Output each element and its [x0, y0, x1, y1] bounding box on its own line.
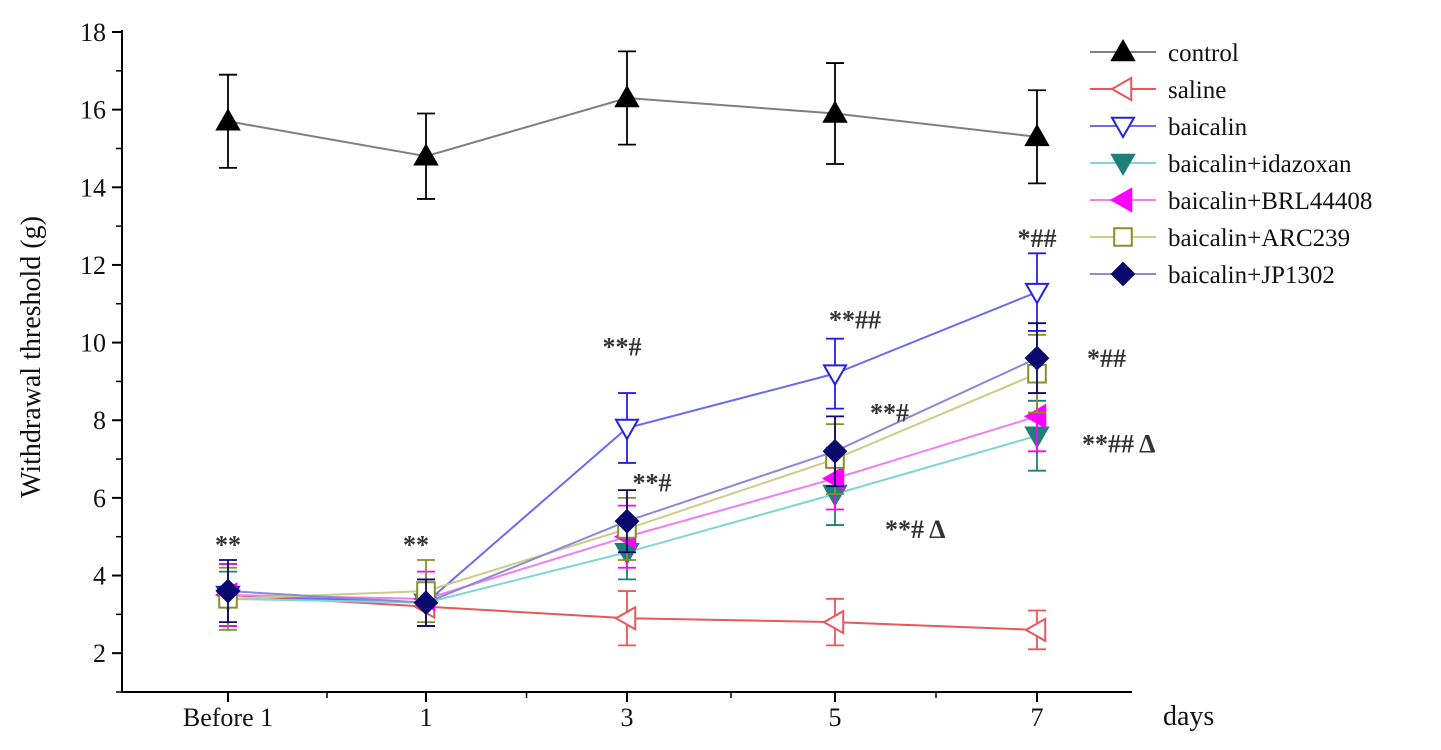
significance-annotation: **# [633, 468, 672, 497]
legend-marker [1110, 261, 1136, 287]
legend-marker [1110, 116, 1136, 140]
series-baicalin-brl44408 [214, 380, 1047, 627]
legend: control saline baicalin baicalin+idazoxan ba… [1090, 38, 1372, 289]
data-point [822, 364, 848, 387]
y-tick-label: 18 [80, 18, 106, 47]
legend-label: baicalin [1168, 114, 1248, 141]
legend-item: baicalin [1090, 114, 1248, 141]
axes: 2 4 6 8 10 12 14 16 18 Before 1 1 3 5 7 [80, 18, 1132, 732]
data-point [215, 578, 241, 604]
data-point [413, 143, 439, 166]
series-line [227, 415, 1038, 600]
x-tick-label: 3 [621, 703, 634, 732]
significance-annotation: **# Δ [885, 515, 945, 544]
significance-annotation: ** [215, 530, 241, 559]
legend-label: baicalin+idazoxan [1168, 151, 1352, 178]
x-axis-title: days [1163, 701, 1214, 732]
significance-annotation: *## [1087, 344, 1126, 373]
data-point [821, 609, 845, 635]
legend-label: baicalin+JP1302 [1168, 262, 1335, 289]
legend-item: saline [1090, 76, 1226, 104]
y-tick-label: 8 [93, 406, 106, 435]
series-baicalin-jp1302 [215, 322, 1050, 627]
legend-label: baicalin+BRL44408 [1168, 188, 1372, 215]
data-point [215, 108, 241, 131]
series-saline [214, 562, 1047, 651]
y-tick-label: 10 [80, 329, 106, 358]
legend-item: baicalin+ARC239 [1090, 225, 1350, 252]
x-tick-label: Before 1 [183, 703, 273, 732]
significance-annotation: ** [403, 530, 429, 559]
series-baicalin [215, 252, 1050, 627]
significance-annotation: **## Δ [1082, 430, 1155, 459]
legend-marker [1109, 187, 1133, 213]
data-point [413, 590, 439, 616]
y-axis-title: Withdrawal threshold (g) [16, 216, 47, 498]
significance-annotation: **# [603, 332, 642, 361]
legend-marker [1113, 227, 1133, 247]
legend-marker [1110, 38, 1136, 62]
data-point [1023, 617, 1047, 643]
x-tick-label: 5 [829, 703, 842, 732]
series-baicalin-idazoxan [215, 399, 1050, 627]
legend-label: baicalin+ARC239 [1168, 225, 1350, 252]
x-tick-label: 7 [1031, 703, 1044, 732]
data-point [614, 418, 640, 442]
data-point [1024, 123, 1050, 147]
significance-annotation: *## [1018, 224, 1057, 253]
data-point [614, 84, 640, 108]
legend-marker [1109, 76, 1133, 102]
data-point [614, 508, 640, 534]
legend-label: saline [1168, 77, 1226, 104]
significance-annotation: **## [829, 305, 881, 334]
legend-item: baicalin+BRL44408 [1090, 187, 1372, 215]
significance-annotation: **# [870, 398, 909, 427]
legend-marker [1110, 153, 1136, 177]
data-point [1024, 282, 1050, 306]
y-tick-label: 14 [80, 173, 106, 202]
data-point [822, 438, 848, 464]
y-tick-label: 16 [80, 96, 106, 125]
legend-item: control [1090, 38, 1239, 67]
series-control [215, 50, 1050, 200]
annotation-layer: ** ** **# **# **## **# **# Δ *## *## **## Δ [215, 224, 1155, 560]
y-tick-label: 12 [80, 251, 106, 280]
x-tick-label: 1 [420, 703, 433, 732]
legend-item: baicalin+JP1302 [1090, 261, 1335, 289]
legend-label: control [1168, 40, 1239, 67]
data-point [821, 465, 845, 492]
y-tick-label: 2 [93, 639, 106, 668]
data-point [1023, 403, 1047, 430]
data-point [822, 100, 848, 123]
series-layer [214, 50, 1050, 651]
data-point [1024, 345, 1050, 371]
data-point [613, 605, 637, 631]
y-tick-label: 4 [93, 562, 106, 591]
y-tick-label: 6 [93, 484, 106, 513]
legend-item: baicalin+idazoxan [1090, 151, 1352, 178]
